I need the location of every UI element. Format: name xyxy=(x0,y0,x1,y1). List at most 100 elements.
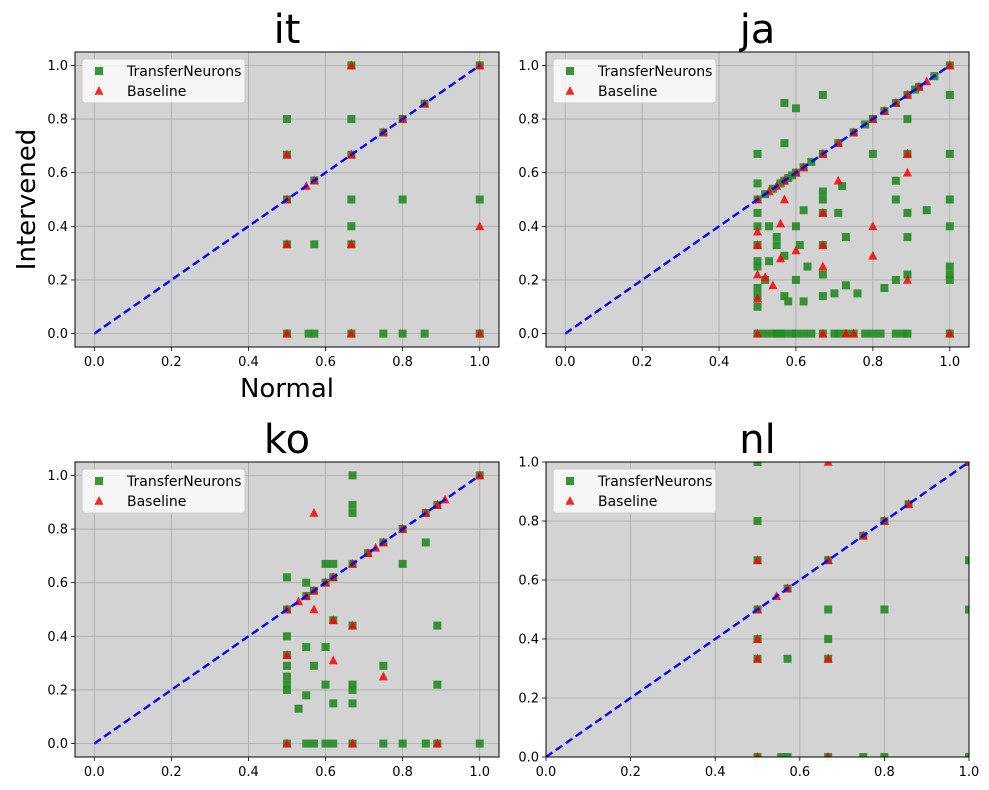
point-transferneurons xyxy=(945,270,954,279)
reference-line xyxy=(546,462,969,757)
point-transferneurons xyxy=(838,182,847,191)
point-transferneurons xyxy=(791,104,800,113)
point-baseline xyxy=(818,261,828,271)
point-transferneurons xyxy=(945,149,954,158)
point-transferneurons xyxy=(945,90,954,99)
x-tick-label: 0.8 xyxy=(392,765,413,780)
point-baseline xyxy=(849,328,859,338)
point-transferneurons xyxy=(753,262,762,271)
point-transferneurons xyxy=(780,329,789,338)
point-transferneurons xyxy=(475,195,484,204)
point-transferneurons xyxy=(780,98,789,107)
point-transferneurons xyxy=(791,329,800,338)
point-transferneurons xyxy=(841,281,850,290)
point-transferneurons xyxy=(753,222,762,231)
point-baseline xyxy=(346,239,356,249)
point-transferneurons xyxy=(310,329,319,338)
point-transferneurons xyxy=(818,292,827,301)
x-tick-label: 0.4 xyxy=(705,765,726,780)
y-tick-label: 1.0 xyxy=(47,59,68,74)
point-transferneurons xyxy=(753,149,762,158)
point-transferneurons xyxy=(891,176,900,185)
point-transferneurons xyxy=(765,257,774,266)
point-transferneurons xyxy=(818,270,827,279)
point-baseline xyxy=(753,555,762,565)
point-transferneurons xyxy=(945,262,954,271)
point-transferneurons xyxy=(283,573,291,582)
point-transferneurons xyxy=(903,208,912,217)
point-transferneurons xyxy=(807,329,816,338)
point-transferneurons xyxy=(302,643,311,652)
legend-label: TransferNeurons xyxy=(597,64,712,80)
point-transferneurons xyxy=(398,195,407,204)
legend-marker-triangle xyxy=(565,496,575,505)
point-baseline xyxy=(776,253,786,263)
point-transferneurons xyxy=(398,559,407,568)
point-transferneurons xyxy=(783,654,792,663)
point-transferneurons xyxy=(903,233,912,242)
chart-title: ja xyxy=(739,7,776,53)
point-transferneurons xyxy=(824,605,833,614)
point-transferneurons xyxy=(433,621,442,630)
point-baseline xyxy=(868,250,878,260)
point-transferneurons xyxy=(309,739,318,748)
point-transferneurons xyxy=(283,680,291,689)
x-tick-label: 0.6 xyxy=(315,355,336,370)
legend-label: TransferNeurons xyxy=(597,474,712,490)
x-tick-label: 0.6 xyxy=(786,355,807,370)
x-tick-label: 1.0 xyxy=(939,355,960,370)
x-tick-label: 0.0 xyxy=(555,355,576,370)
x-tick-label: 0.0 xyxy=(536,765,557,780)
point-transferneurons xyxy=(945,275,954,284)
legend xyxy=(552,58,717,104)
point-transferneurons xyxy=(348,685,357,694)
point-transferneurons xyxy=(761,329,770,338)
point-transferneurons xyxy=(780,139,789,148)
y-tick-label: 0.4 xyxy=(518,633,539,648)
point-baseline xyxy=(818,240,828,249)
x-tick-label: 0.4 xyxy=(238,355,259,370)
point-transferneurons xyxy=(880,605,889,614)
point-transferneurons xyxy=(420,329,429,338)
point-transferneurons xyxy=(868,149,877,158)
point-baseline xyxy=(753,634,762,643)
point-transferneurons xyxy=(830,289,839,298)
x-tick-label: 0.4 xyxy=(709,355,730,370)
point-transferneurons xyxy=(753,208,762,217)
point-transferneurons xyxy=(834,208,843,217)
legend-marker-square xyxy=(95,477,103,485)
point-transferneurons xyxy=(433,680,442,689)
point-transferneurons xyxy=(348,699,357,708)
point-baseline xyxy=(328,655,338,665)
point-transferneurons xyxy=(329,699,338,708)
point-transferneurons xyxy=(965,556,969,565)
point-transferneurons xyxy=(791,222,800,231)
point-transferneurons xyxy=(784,297,793,306)
point-transferneurons xyxy=(753,302,762,311)
y-tick-label: 0.2 xyxy=(47,273,68,288)
y-axis-label: Intervened xyxy=(12,129,42,270)
point-transferneurons xyxy=(772,233,781,242)
point-transferneurons xyxy=(347,195,356,204)
x-tick-label: 0.0 xyxy=(84,765,105,780)
point-transferneurons xyxy=(379,329,388,338)
legend-label: TransferNeurons xyxy=(126,474,241,490)
y-tick-label: 0.0 xyxy=(518,327,539,342)
legend-marker-square xyxy=(95,67,103,75)
legend xyxy=(81,468,246,514)
point-transferneurons xyxy=(348,500,357,509)
point-baseline xyxy=(823,653,833,663)
point-transferneurons xyxy=(321,643,330,652)
reference-line xyxy=(564,64,951,335)
point-transferneurons xyxy=(945,222,954,231)
x-tick-label: 0.2 xyxy=(620,765,641,780)
point-transferneurons xyxy=(799,297,808,306)
y-tick-label: 0.6 xyxy=(47,576,68,591)
x-tick-label: 0.2 xyxy=(161,355,182,370)
point-transferneurons xyxy=(348,508,357,517)
point-transferneurons xyxy=(868,329,877,338)
point-transferneurons xyxy=(783,753,792,757)
point-transferneurons xyxy=(799,206,808,215)
y-tick-label: 0.8 xyxy=(47,523,68,538)
point-baseline xyxy=(779,194,789,204)
